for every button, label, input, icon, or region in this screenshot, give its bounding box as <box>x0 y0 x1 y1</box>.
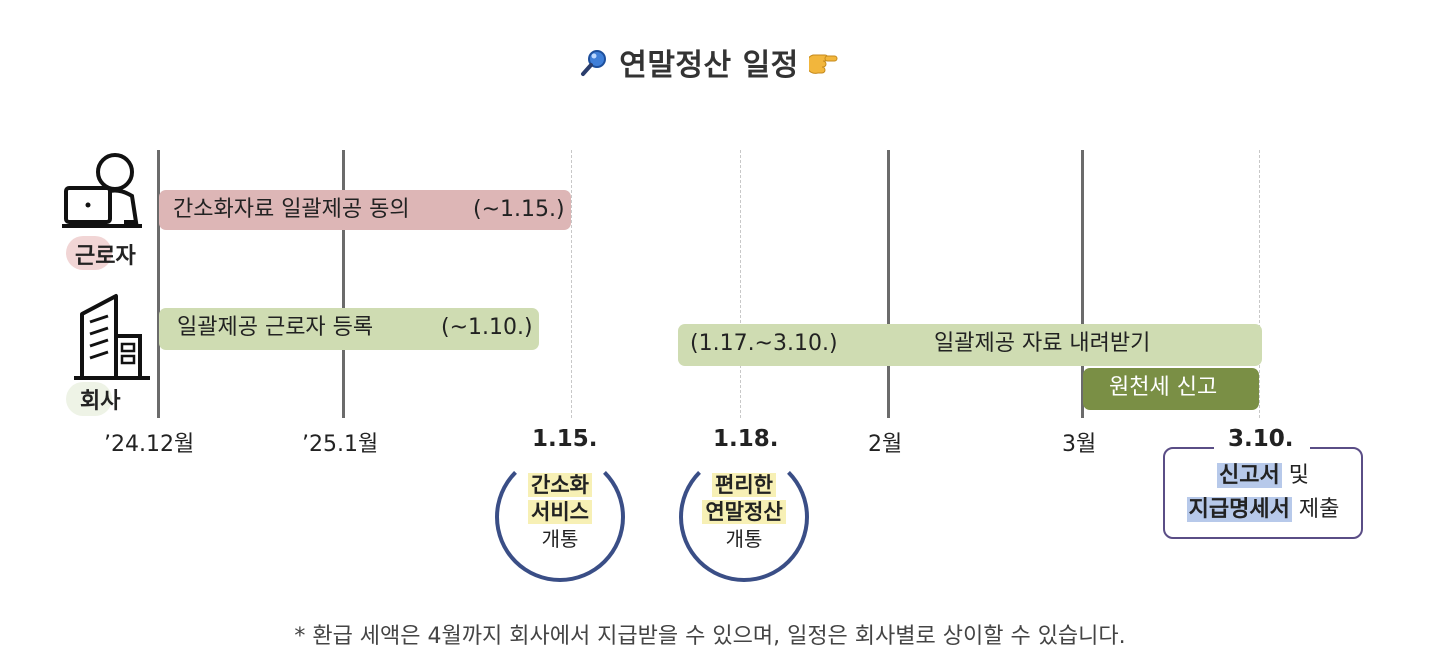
page-title: 연말정산 일정 <box>0 40 1420 87</box>
register-bar: 일괄제공 근로자 등록 (~1.10.) <box>159 308 539 350</box>
company-role-pill <box>66 382 112 416</box>
magnifier-icon <box>579 48 609 86</box>
tick-jan: ’25.1월 <box>302 432 379 457</box>
consent-bar: 간소화자료 일괄제공 동의 (~1.15.) <box>159 190 571 230</box>
download-bar-period: (1.17.~3.10.) <box>690 331 838 356</box>
consent-bar-label: 간소화자료 일괄제공 동의 <box>173 197 410 222</box>
tick-dec: ’24.12월 <box>104 432 195 457</box>
timeline-line-mar <box>1081 150 1084 418</box>
withholding-bar-label: 원천세 신고 <box>1109 375 1218 400</box>
submission-text1: 및 <box>1281 463 1309 488</box>
tick-310-overlay: 3.10. <box>1228 426 1294 452</box>
simple-service-line1: 간소화 <box>528 473 592 497</box>
simple-service-line2: 서비스 <box>528 500 592 524</box>
submission-hl1: 신고서 <box>1217 463 1282 488</box>
worker-role-pill <box>66 236 112 270</box>
timeline-line-jan <box>342 150 345 418</box>
title-text: 연말정산 일정 <box>619 48 799 83</box>
register-bar-period: (~1.10.) <box>441 315 533 340</box>
tick-feb: 2월 <box>868 432 903 457</box>
worker-icon <box>62 150 148 238</box>
submission-text2: 제출 <box>1291 497 1340 522</box>
withholding-bar: 원천세 신고 <box>1083 368 1259 410</box>
easy-settlement-circle: 편리한 연말정산 개통 <box>679 452 809 582</box>
download-bar-label: 일괄제공 자료 내려받기 <box>934 331 1151 356</box>
consent-bar-period: (~1.15.) <box>473 197 565 222</box>
tick-118: 1.18. <box>713 426 779 452</box>
tick-115: 1.15. <box>532 426 598 452</box>
timeline-line-118 <box>740 150 741 418</box>
easy-settlement-line3: 개통 <box>725 527 763 551</box>
easy-settlement-line1: 편리한 <box>712 473 776 497</box>
register-bar-label: 일괄제공 근로자 등록 <box>177 315 374 340</box>
worker-role-label: 근로자 <box>75 244 136 269</box>
footnote: * 환급 세액은 4월까지 회사에서 지급받을 수 있으며, 일정은 회사별로 … <box>294 624 1126 649</box>
company-role-label: 회사 <box>80 389 121 414</box>
timeline-line-feb <box>887 150 890 418</box>
timeline-line-115 <box>571 150 572 418</box>
company-building-icon <box>74 292 154 388</box>
box-label-gap <box>1214 440 1310 454</box>
easy-settlement-line2: 연말정산 <box>702 500 786 524</box>
tick-mar: 3월 <box>1062 432 1097 457</box>
pointing-hand-icon <box>805 47 841 87</box>
download-bar: (1.17.~3.10.) 일괄제공 자료 내려받기 <box>678 324 1262 366</box>
timeline-line-310 <box>1259 150 1260 418</box>
submission-hl2: 지급명세서 <box>1186 497 1292 522</box>
simple-service-circle: 간소화 서비스 개통 <box>495 452 625 582</box>
submission-box: 신고서 및 지급명세서 제출 <box>1163 447 1363 539</box>
timeline-line-dec <box>157 150 160 418</box>
simple-service-line3: 개통 <box>541 527 579 551</box>
